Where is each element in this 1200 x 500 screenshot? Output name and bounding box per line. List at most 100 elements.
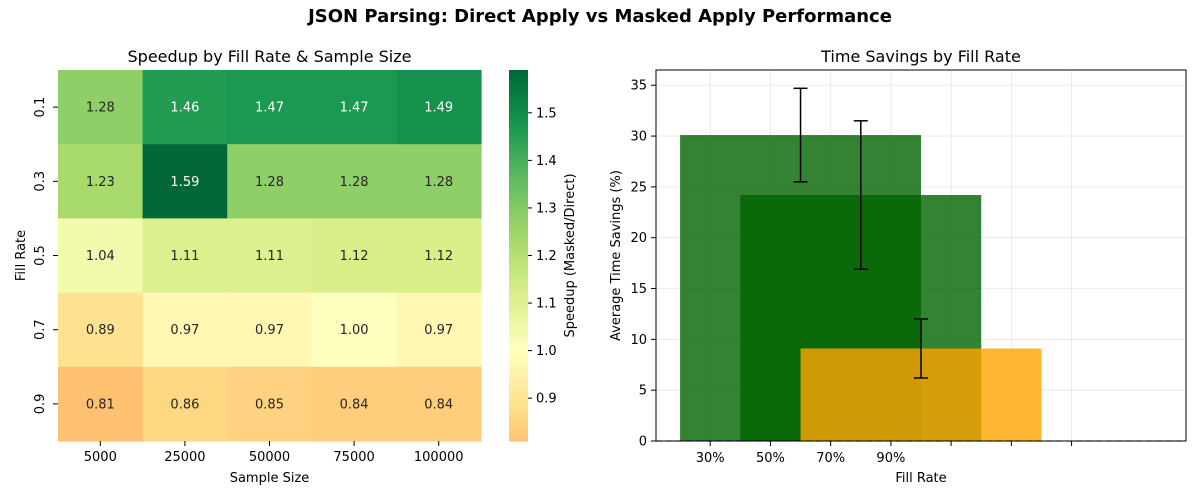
colorbar-segment [509, 187, 528, 192]
colorbar-segment [509, 122, 528, 127]
colorbar-segment [509, 394, 528, 399]
colorbar-segment [509, 410, 528, 414]
colorbar-segment [509, 212, 528, 216]
heatmap-cell-label: 1.49 [424, 101, 453, 116]
colorbar-segment [509, 165, 528, 170]
colorbar-segment [509, 107, 528, 111]
x-tick-label: 100000 [414, 450, 464, 465]
colorbar-segment [509, 88, 528, 93]
colorbar-segment [509, 419, 528, 424]
heatmap-cell-label: 1.23 [86, 175, 115, 190]
colorbar-segment [509, 184, 528, 189]
heatmap-cell-label: 0.84 [340, 397, 369, 412]
heatmap-cell [396, 144, 482, 219]
y-tick-label: 0.7 [33, 319, 48, 340]
colorbar-segment [509, 100, 528, 105]
colorbar-segment [509, 82, 528, 87]
colorbar-segment [509, 308, 528, 312]
colorbar-segment [509, 91, 528, 96]
colorbar-segment [509, 153, 528, 158]
colorbar-segment [509, 372, 528, 377]
figure-title: JSON Parsing: Direct Apply vs Masked App… [308, 6, 892, 27]
colorbar-tick-label: 1.4 [536, 154, 557, 169]
colorbar-segment [509, 345, 528, 349]
colorbar-segment [509, 193, 528, 198]
colorbar-segment [509, 317, 528, 322]
colorbar-segment [509, 156, 528, 161]
colorbar-tick-label: 1.3 [536, 201, 557, 216]
colorbar-segment [509, 311, 528, 315]
colorbar-segment [509, 97, 528, 102]
colorbar-segment [509, 283, 528, 288]
heatmap-cell [227, 366, 313, 442]
heatmap-cell [396, 366, 482, 442]
colorbar-tick-label: 1.2 [536, 249, 557, 264]
colorbar-segment [509, 332, 528, 337]
colorbar-segment [509, 428, 528, 433]
heatmap-cell-label: 1.11 [255, 249, 284, 264]
colorbar-segment [509, 379, 528, 383]
colorbar-segment [509, 131, 528, 136]
colorbar-segment [509, 277, 528, 281]
bar-chart: 0 5 10 15 20 25 30 35 30% 50% 70% 90% Time Savings b… [609, 47, 1187, 486]
colorbar-segment [509, 190, 528, 195]
colorbar-segment [509, 431, 528, 436]
heatmap-cell [227, 144, 313, 219]
colorbar-segment [509, 209, 528, 213]
colorbar-segment [509, 416, 528, 420]
colorbar-segment [509, 434, 528, 439]
heatmap-title: Speedup by Fill Rate & Sample Size [128, 47, 412, 66]
colorbar-segment [509, 267, 528, 272]
heatmap-cell [142, 366, 228, 442]
colorbar-segment [509, 150, 528, 155]
colorbar-segment [509, 338, 528, 343]
y-tick-label: 35 [630, 79, 647, 94]
colorbar: 0.9 1.0 1.1 1.2 1.3 1.4 1.5 Speedup (Masked/Dir… [509, 70, 578, 442]
colorbar-segment [509, 206, 528, 210]
colorbar-segment [509, 141, 528, 145]
colorbar-segment [509, 85, 528, 90]
colorbar-tick-label: 0.9 [536, 392, 557, 407]
heatmap-x-label: Sample Size [230, 471, 310, 486]
bar-chart-x-label: Fill Rate [895, 471, 946, 486]
colorbar-segment [509, 221, 528, 226]
colorbar-segment [509, 437, 528, 442]
colorbar-segment [509, 159, 528, 164]
y-tick-label: 0.9 [33, 394, 48, 415]
colorbar-segment [509, 110, 528, 114]
colorbar-segment [509, 79, 528, 83]
heatmap-cell [142, 144, 228, 219]
colorbar-segment [509, 134, 528, 139]
colorbar-segment [509, 224, 528, 229]
colorbar-segment [509, 227, 528, 232]
colorbar-segment [509, 181, 528, 185]
heatmap-cell-label: 1.11 [170, 249, 199, 264]
colorbar-segment [509, 397, 528, 402]
colorbar-segment [509, 400, 528, 405]
colorbar-segment [509, 113, 528, 117]
colorbar-segment [509, 354, 528, 359]
x-tick-label: 30% [696, 451, 725, 466]
y-tick-label: 10 [630, 333, 647, 348]
colorbar-segment [509, 388, 528, 393]
heatmap-cell-label: 1.28 [86, 101, 115, 116]
heatmap-cell [396, 292, 482, 368]
heatmap-cell-label: 1.28 [424, 175, 453, 190]
colorbar-segment [509, 128, 528, 133]
y-tick-label: 15 [630, 282, 647, 297]
colorbar-segment [509, 286, 528, 291]
colorbar-segment [509, 202, 528, 207]
y-tick-label: 0 [639, 435, 647, 450]
colorbar-segment [509, 304, 528, 309]
heatmap-cell-label: 1.12 [424, 249, 453, 264]
heatmap-cell-label: 1.00 [340, 323, 369, 338]
heatmap-cell [396, 70, 482, 145]
colorbar-segment [509, 104, 528, 108]
colorbar-segment [509, 422, 528, 427]
heatmap-cell-label: 0.85 [255, 397, 284, 412]
colorbar-label: Speedup (Masked/Direct) [563, 173, 578, 337]
heatmap-cell-label: 1.46 [170, 101, 199, 116]
colorbar-segment [509, 116, 528, 121]
colorbar-segment [509, 147, 528, 151]
